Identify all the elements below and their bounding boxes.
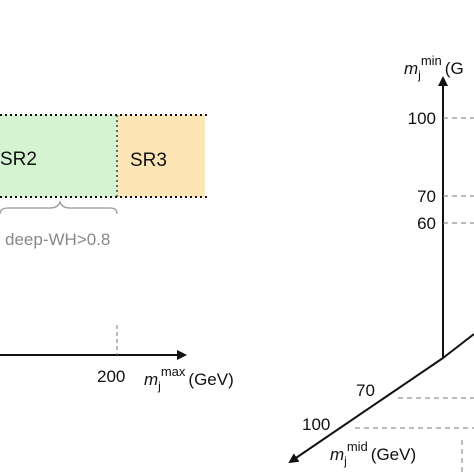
z-axis-label: mjmid (GeV) <box>330 439 416 468</box>
y-axis-label: mjmin (G <box>404 53 464 82</box>
y-tick-label: 70 <box>417 187 436 206</box>
y-tick-label: 60 <box>417 214 436 233</box>
brace-label: deep-WH>0.8 <box>5 230 110 249</box>
label-part: max <box>161 364 186 379</box>
z-axis <box>288 357 444 464</box>
z-tick-label: 100 <box>302 415 330 434</box>
label-part: m <box>144 370 158 389</box>
brace <box>0 199 118 215</box>
label-part: (GeV) <box>371 445 416 464</box>
label-part: j <box>157 379 161 393</box>
label-part: (GeV) <box>188 370 233 389</box>
label-part: j <box>343 454 347 468</box>
label-part: (G <box>445 59 464 78</box>
label-part: j <box>417 68 421 82</box>
label-part: m <box>404 59 418 78</box>
x-tick-label: 200 <box>97 367 125 386</box>
y-tick-label: 100 <box>408 109 436 128</box>
sr3-region <box>117 115 205 197</box>
label-part: m <box>330 445 344 464</box>
sr2-region <box>0 115 117 197</box>
region-label: SR2 <box>0 149 37 170</box>
label-part: min <box>421 53 442 68</box>
z-tick-label: 70 <box>356 381 375 400</box>
x-axis-label: mjmax (GeV) <box>144 364 234 393</box>
label-part: mid <box>347 439 368 454</box>
guide-lines <box>355 117 474 474</box>
x-axis-3d <box>442 333 474 359</box>
region-label: SR3 <box>130 150 167 171</box>
